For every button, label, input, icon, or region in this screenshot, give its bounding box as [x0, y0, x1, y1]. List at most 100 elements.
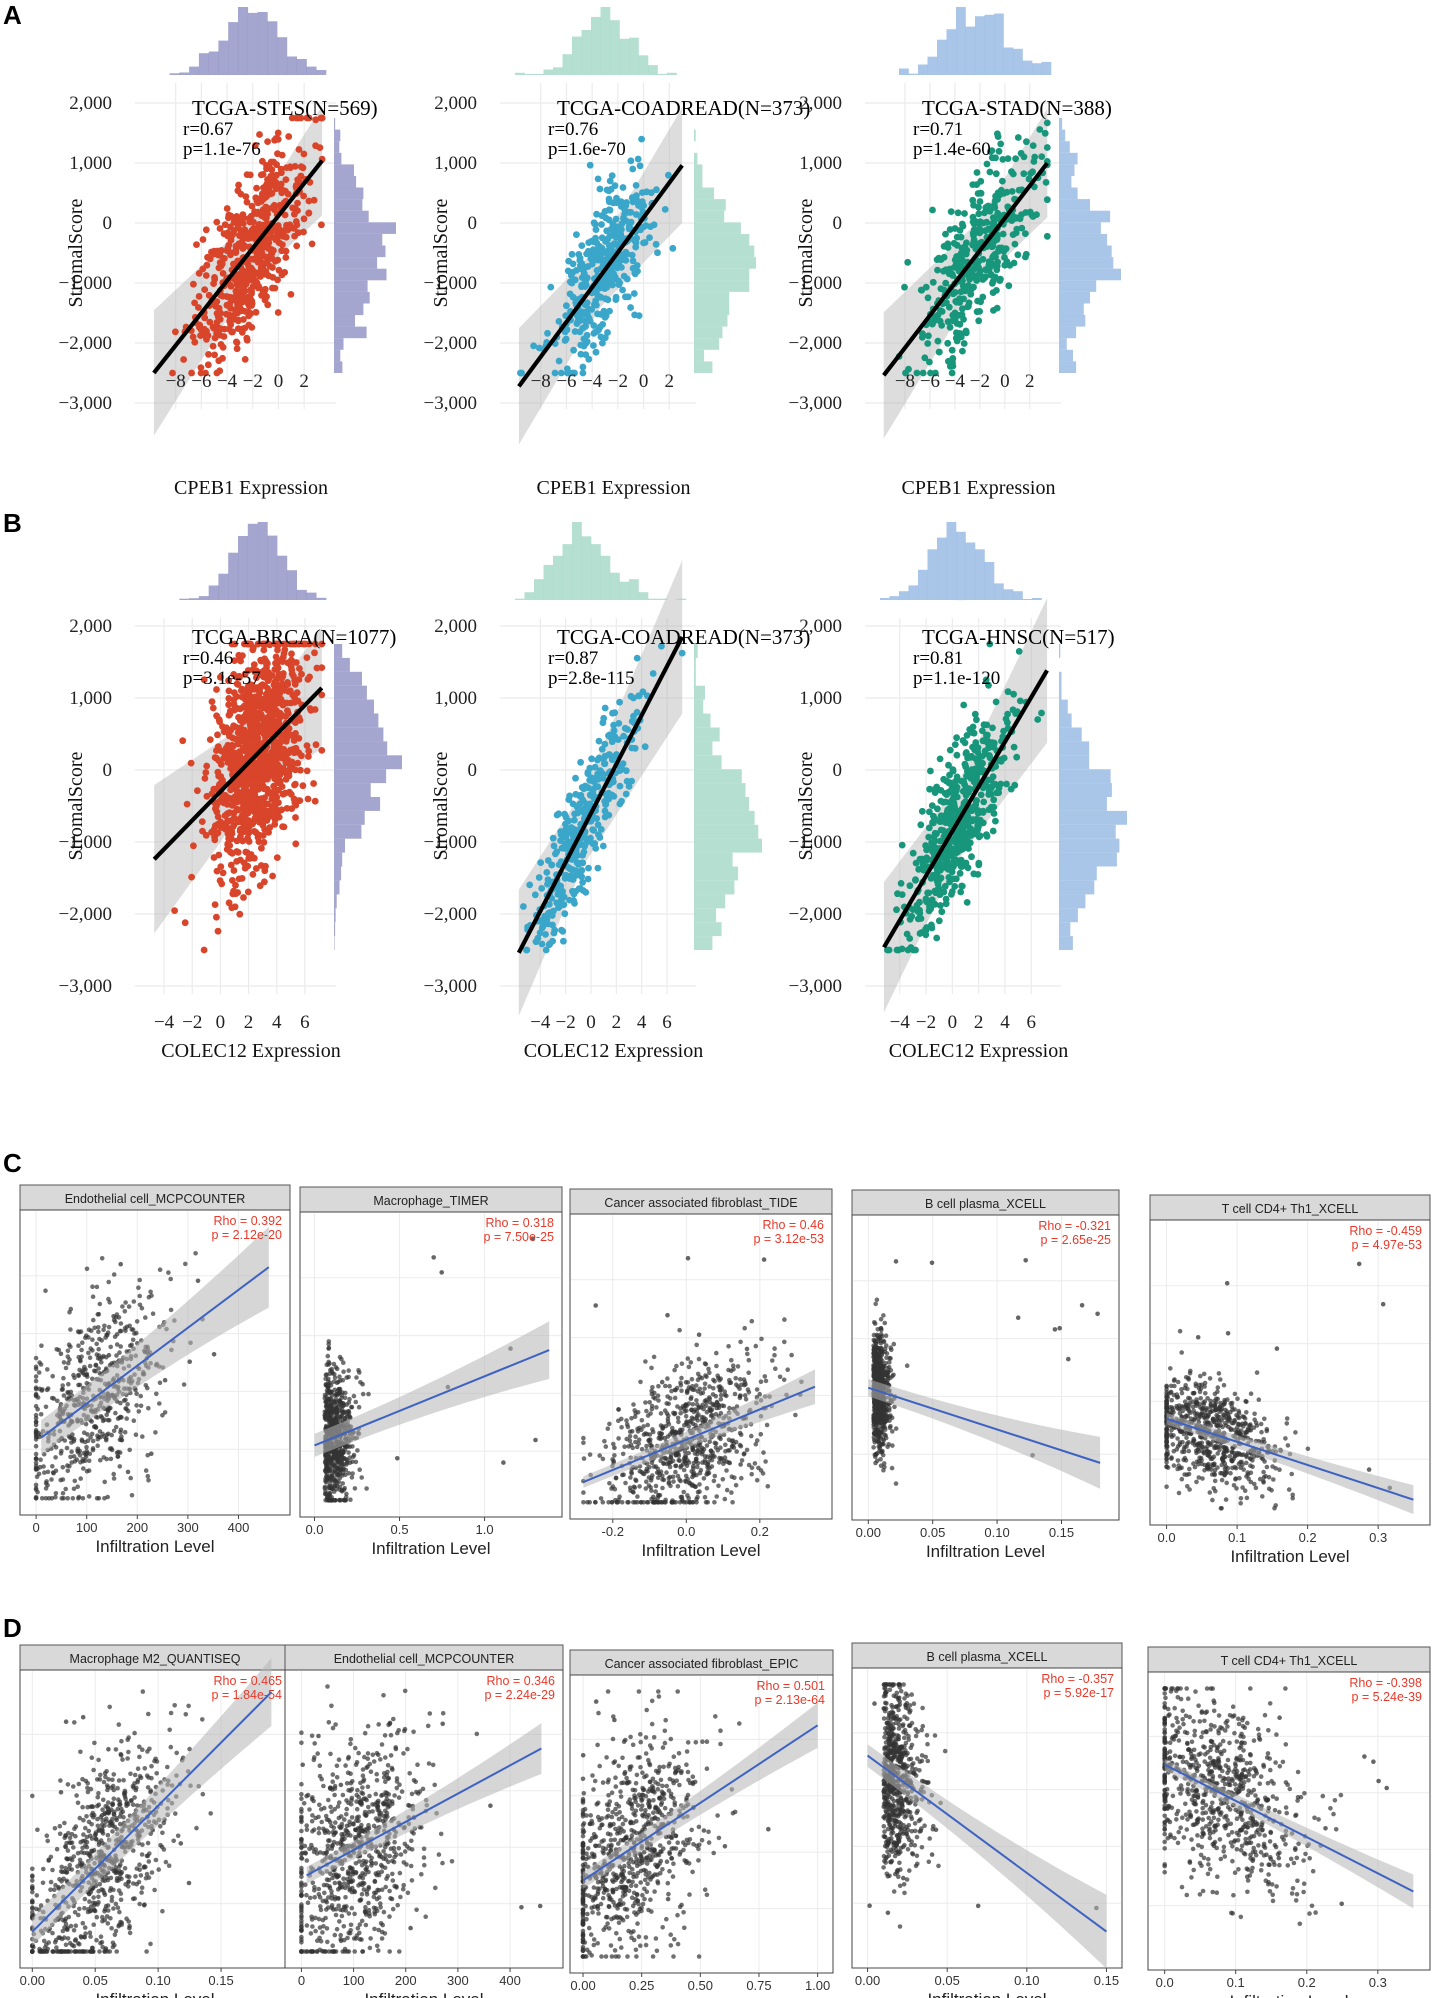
data-point [211, 274, 218, 281]
data-point [111, 1476, 117, 1481]
marginal-hist-top-bar [667, 72, 677, 75]
stat-rho: Rho = 0.392 [214, 1214, 283, 1228]
data-point [993, 236, 1001, 244]
data-point [223, 724, 230, 732]
marginal-hist-top-bar [600, 555, 611, 600]
marginal-hist-right-bar [334, 713, 379, 728]
data-point [596, 185, 604, 193]
data-point [594, 310, 601, 318]
data-point [50, 1373, 55, 1379]
data-point [234, 223, 242, 230]
marginal-hist-top-bar [899, 68, 909, 75]
y-tick-label: −3,000 [59, 976, 112, 997]
data-point [75, 1484, 80, 1489]
data-point [233, 837, 241, 845]
data-point [271, 799, 279, 807]
data-point [904, 258, 912, 266]
data-point [968, 853, 975, 861]
data-point [94, 1284, 100, 1290]
data-point [327, 1492, 332, 1498]
data-point [970, 729, 978, 737]
marginal-hist-right-bar [694, 810, 755, 825]
data-point [544, 880, 551, 888]
data-point [1043, 144, 1051, 151]
data-point [150, 1311, 156, 1316]
data-point [246, 854, 254, 862]
data-point [102, 1496, 107, 1501]
data-point [143, 1315, 148, 1320]
data-point [558, 892, 565, 900]
marginal-hist-top-bar [946, 522, 957, 600]
marginal-hist-right-bar [1059, 349, 1073, 362]
data-point [538, 885, 546, 892]
data-point [1004, 688, 1012, 696]
data-point [138, 1393, 143, 1399]
data-point [611, 709, 619, 717]
data-point [938, 908, 946, 916]
data-point [326, 1484, 332, 1489]
data-point [1007, 785, 1015, 793]
data-point [633, 654, 641, 662]
data-point [102, 1479, 107, 1485]
data-point [95, 1356, 101, 1361]
data-point [273, 687, 280, 695]
marginal-hist-top-bar [247, 12, 258, 75]
data-point [243, 800, 251, 808]
data-point [937, 812, 945, 820]
panel-letter-a: A [3, 0, 22, 30]
data-point [285, 133, 293, 140]
data-point [154, 1391, 159, 1397]
data-point [145, 1473, 151, 1479]
data-point [211, 334, 219, 342]
data-point [270, 788, 278, 795]
marginal-hist-top-bar [1041, 61, 1052, 75]
data-point [897, 880, 905, 887]
data-point [901, 283, 908, 291]
data-point [66, 1360, 71, 1366]
data-point [332, 1372, 337, 1377]
data-point [263, 192, 271, 200]
data-point [577, 758, 584, 766]
marginal-hist-right-bar [1059, 361, 1077, 373]
data-point [247, 264, 255, 272]
data-point [961, 210, 968, 217]
data-point [1041, 129, 1049, 137]
data-point [279, 823, 286, 830]
data-point [974, 871, 982, 878]
data-point [357, 1370, 362, 1375]
data-point [983, 832, 991, 840]
data-point [952, 298, 960, 305]
marginal-hist-right-bar [334, 176, 357, 188]
marginal-hist-right-bar [334, 797, 381, 811]
data-point [579, 859, 587, 867]
x-axis-title: CPEB1 Expression [537, 477, 691, 499]
data-point [77, 1367, 82, 1373]
data-point [292, 114, 300, 122]
data-point [308, 240, 316, 248]
marginal-hist-right-bar [1059, 187, 1078, 200]
data-point [579, 363, 587, 371]
data-point [340, 1481, 346, 1486]
data-point [146, 1478, 151, 1483]
data-point [933, 934, 941, 942]
data-point [254, 208, 262, 216]
data-point [60, 1491, 66, 1496]
marginal-hist-right-bar [334, 315, 355, 327]
y-tick-label: 1,000 [434, 153, 477, 174]
marginal-hist-right-bar [334, 685, 367, 700]
data-point [568, 279, 576, 287]
data-point [913, 902, 921, 909]
data-point [278, 189, 286, 197]
data-point [953, 787, 960, 795]
data-point [303, 767, 311, 775]
data-point [609, 220, 617, 228]
data-point [1042, 179, 1050, 186]
stat-p: p=2.8e-115 [548, 668, 635, 689]
data-point [951, 883, 959, 890]
data-point [325, 1455, 331, 1461]
data-point [274, 664, 282, 672]
x-tick-label: 2 [612, 1012, 622, 1033]
data-point [146, 1405, 151, 1411]
data-point [86, 1494, 92, 1499]
